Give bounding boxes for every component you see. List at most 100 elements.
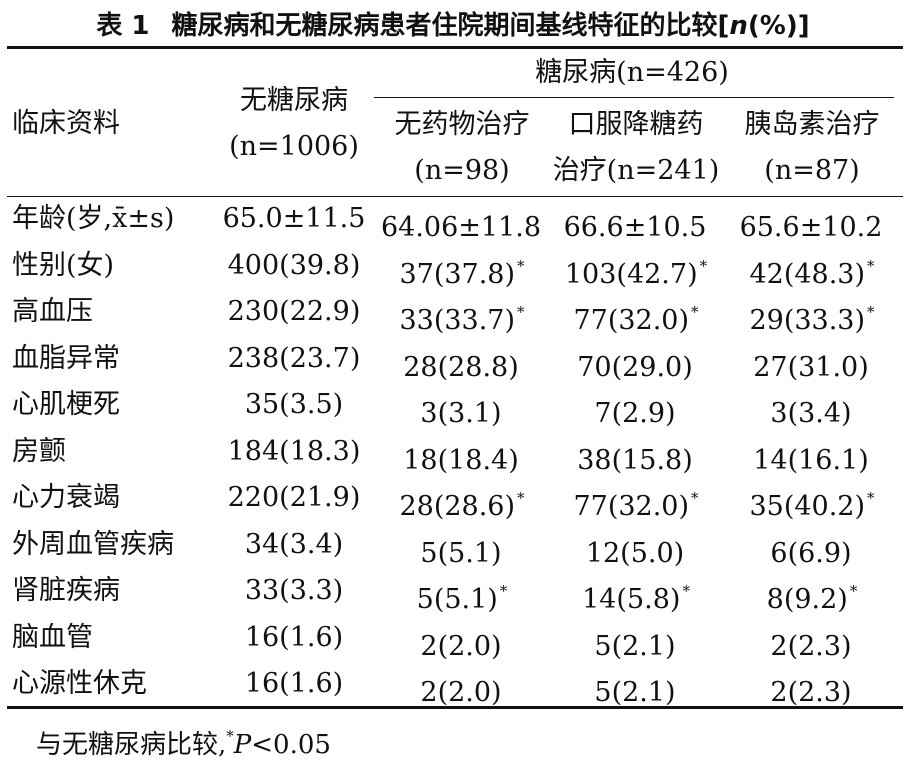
significance-star: * [867,303,875,321]
row-label: 心肌梗死 [12,389,120,420]
header-clinical-data: 临床资料 [12,108,120,139]
group-subrule [374,97,894,98]
table-cell: 77(32.0) * [573,475,698,530]
table-cell: 77(32.0) * [573,289,698,344]
cell-value: 8(9.2) [766,584,848,615]
header-oral-drug: 口服降糖药 [568,109,704,140]
header-insulin-n: (n=87) [764,155,860,186]
header-no-drug: 无药物治疗 [394,109,530,140]
cell-value: 238(23.7) [227,343,361,374]
row-label: 高血压 [12,296,93,327]
significance-star: * [691,303,699,321]
cell-value: 2(2.3) [770,677,852,708]
cell-value: 14(16.1) [753,445,869,476]
cell-value: 5(2.1) [594,631,676,662]
row-label: 脑血管 [12,622,93,653]
top-rule [7,46,903,49]
footnote: 与无糖尿病比较,*P<0.05 [36,716,331,765]
table-cell: 14(5.8) * [582,568,690,623]
cell-value: 34(3.4) [244,529,344,560]
cell-value: 18(18.4) [403,445,519,476]
significance-star: * [517,257,525,275]
table-cell: 400(39.8) [228,243,361,289]
table-cell: 42(48.3) * [749,243,874,298]
cell-value: 6(6.9) [770,538,852,569]
significance-star: * [867,489,875,507]
table-cell: 16(1.6) [245,661,343,707]
cell-value: 27(31.0) [753,352,869,383]
table-cell: 2(2.3) [770,615,853,670]
cell-value: 3(3.4) [770,398,852,429]
table-cell: 103(42.7) * [565,243,707,298]
table-cell: 18(18.4) [403,429,521,484]
table-cell: 16(1.6) [245,615,343,661]
cell-value: 230(22.9) [227,296,361,327]
cell-value: 64.06±11.8 [380,212,542,243]
table-cell: 64.06±11.8 [381,196,543,251]
header-no-diabetes-n: (n=1006) [229,131,359,162]
cell-value: 65.6±10.2 [739,212,883,243]
row-label: 外周血管疾病 [12,529,174,560]
significance-star: * [682,582,690,600]
table-cell: 6(6.9) [770,522,853,577]
table-cell: 34(3.4) [245,522,343,568]
header-insulin: 胰岛素治疗 [744,109,880,140]
table-cell: 220(21.9) [228,475,361,521]
significance-star: * [691,489,699,507]
row-label: 心力衰竭 [12,482,120,513]
table-cell: 28(28.6) * [399,475,524,530]
cell-value: 2(2.0) [420,677,502,708]
row-label: 性别(女) [12,250,115,281]
table-cell: 33(3.3) [245,568,343,614]
row-label: 心源性休克 [12,668,147,699]
table-cell: 65.6±10.2 [740,196,885,251]
table-number: 表 1 [96,11,150,41]
cell-value: 42(48.3) [749,259,866,290]
cell-value: 5(5.1) [420,538,502,569]
header-rule [7,196,903,197]
table-cell: 29(33.3) * [749,289,874,344]
cell-value: 70(29.0) [577,352,693,383]
cell-value: 29(33.3) [749,305,866,336]
cell-value: 33(3.3) [244,575,344,606]
cell-value: 35(3.5) [244,389,344,420]
footnote-threshold: <0.05 [251,730,331,760]
table-cell: 38(15.8) [577,429,695,484]
cell-value: 5(2.1) [594,677,676,708]
table-cell: 238(23.7) [228,336,361,382]
cell-value: 12(5.0) [585,538,685,569]
table-cell: 5(5.1) [420,522,503,577]
table-cell: 14(16.1) [753,429,871,484]
table-cell: 5(2.1) [594,615,677,670]
table-cell: 3(3.4) [770,382,853,437]
cell-value: 14(5.8) [582,584,681,615]
table-cell: 28(28.8) [403,336,521,391]
header-oral-drug-n: 治疗(n=241) [552,155,720,186]
table-cell: 5(5.1) * [417,568,508,623]
cell-value: 35(40.2) [749,491,866,522]
significance-star: * [849,582,858,600]
cell-value: 400(39.8) [227,250,361,281]
table-cell: 230(22.9) [228,289,361,335]
cell-value: 66.6±10.5 [563,212,707,243]
table-cell: 65.0±11.5 [223,196,366,242]
table-cell: 27(31.0) [753,336,871,391]
table-cell: 35(3.5) [245,382,343,428]
cell-value: 7(2.9) [594,398,676,429]
table-cell: 2(2.3) [770,661,853,716]
cell-value: 220(21.9) [227,482,361,513]
table-cell: 66.6±10.5 [564,196,709,251]
table-title-text: 糖尿病和无糖尿病患者住院期间基线特征的比较[ [171,11,730,41]
table-cell: 8(9.2) * [767,568,858,623]
table-cell: 5(2.1) [594,661,677,716]
significance-star: * [517,303,525,321]
cell-value: 16(1.6) [244,668,344,699]
footnote-star: * [226,727,234,745]
cell-value: 103(42.7) [564,259,698,290]
cell-value: 37(37.8) [399,259,516,290]
cell-value: 28(28.8) [403,352,519,383]
header-no-drug-n: (n=98) [414,155,510,186]
cell-value: 5(5.1) [416,584,498,615]
row-label: 年龄(岁,x̄±s) [12,203,175,234]
cell-value: 65.0±11.5 [222,203,366,234]
